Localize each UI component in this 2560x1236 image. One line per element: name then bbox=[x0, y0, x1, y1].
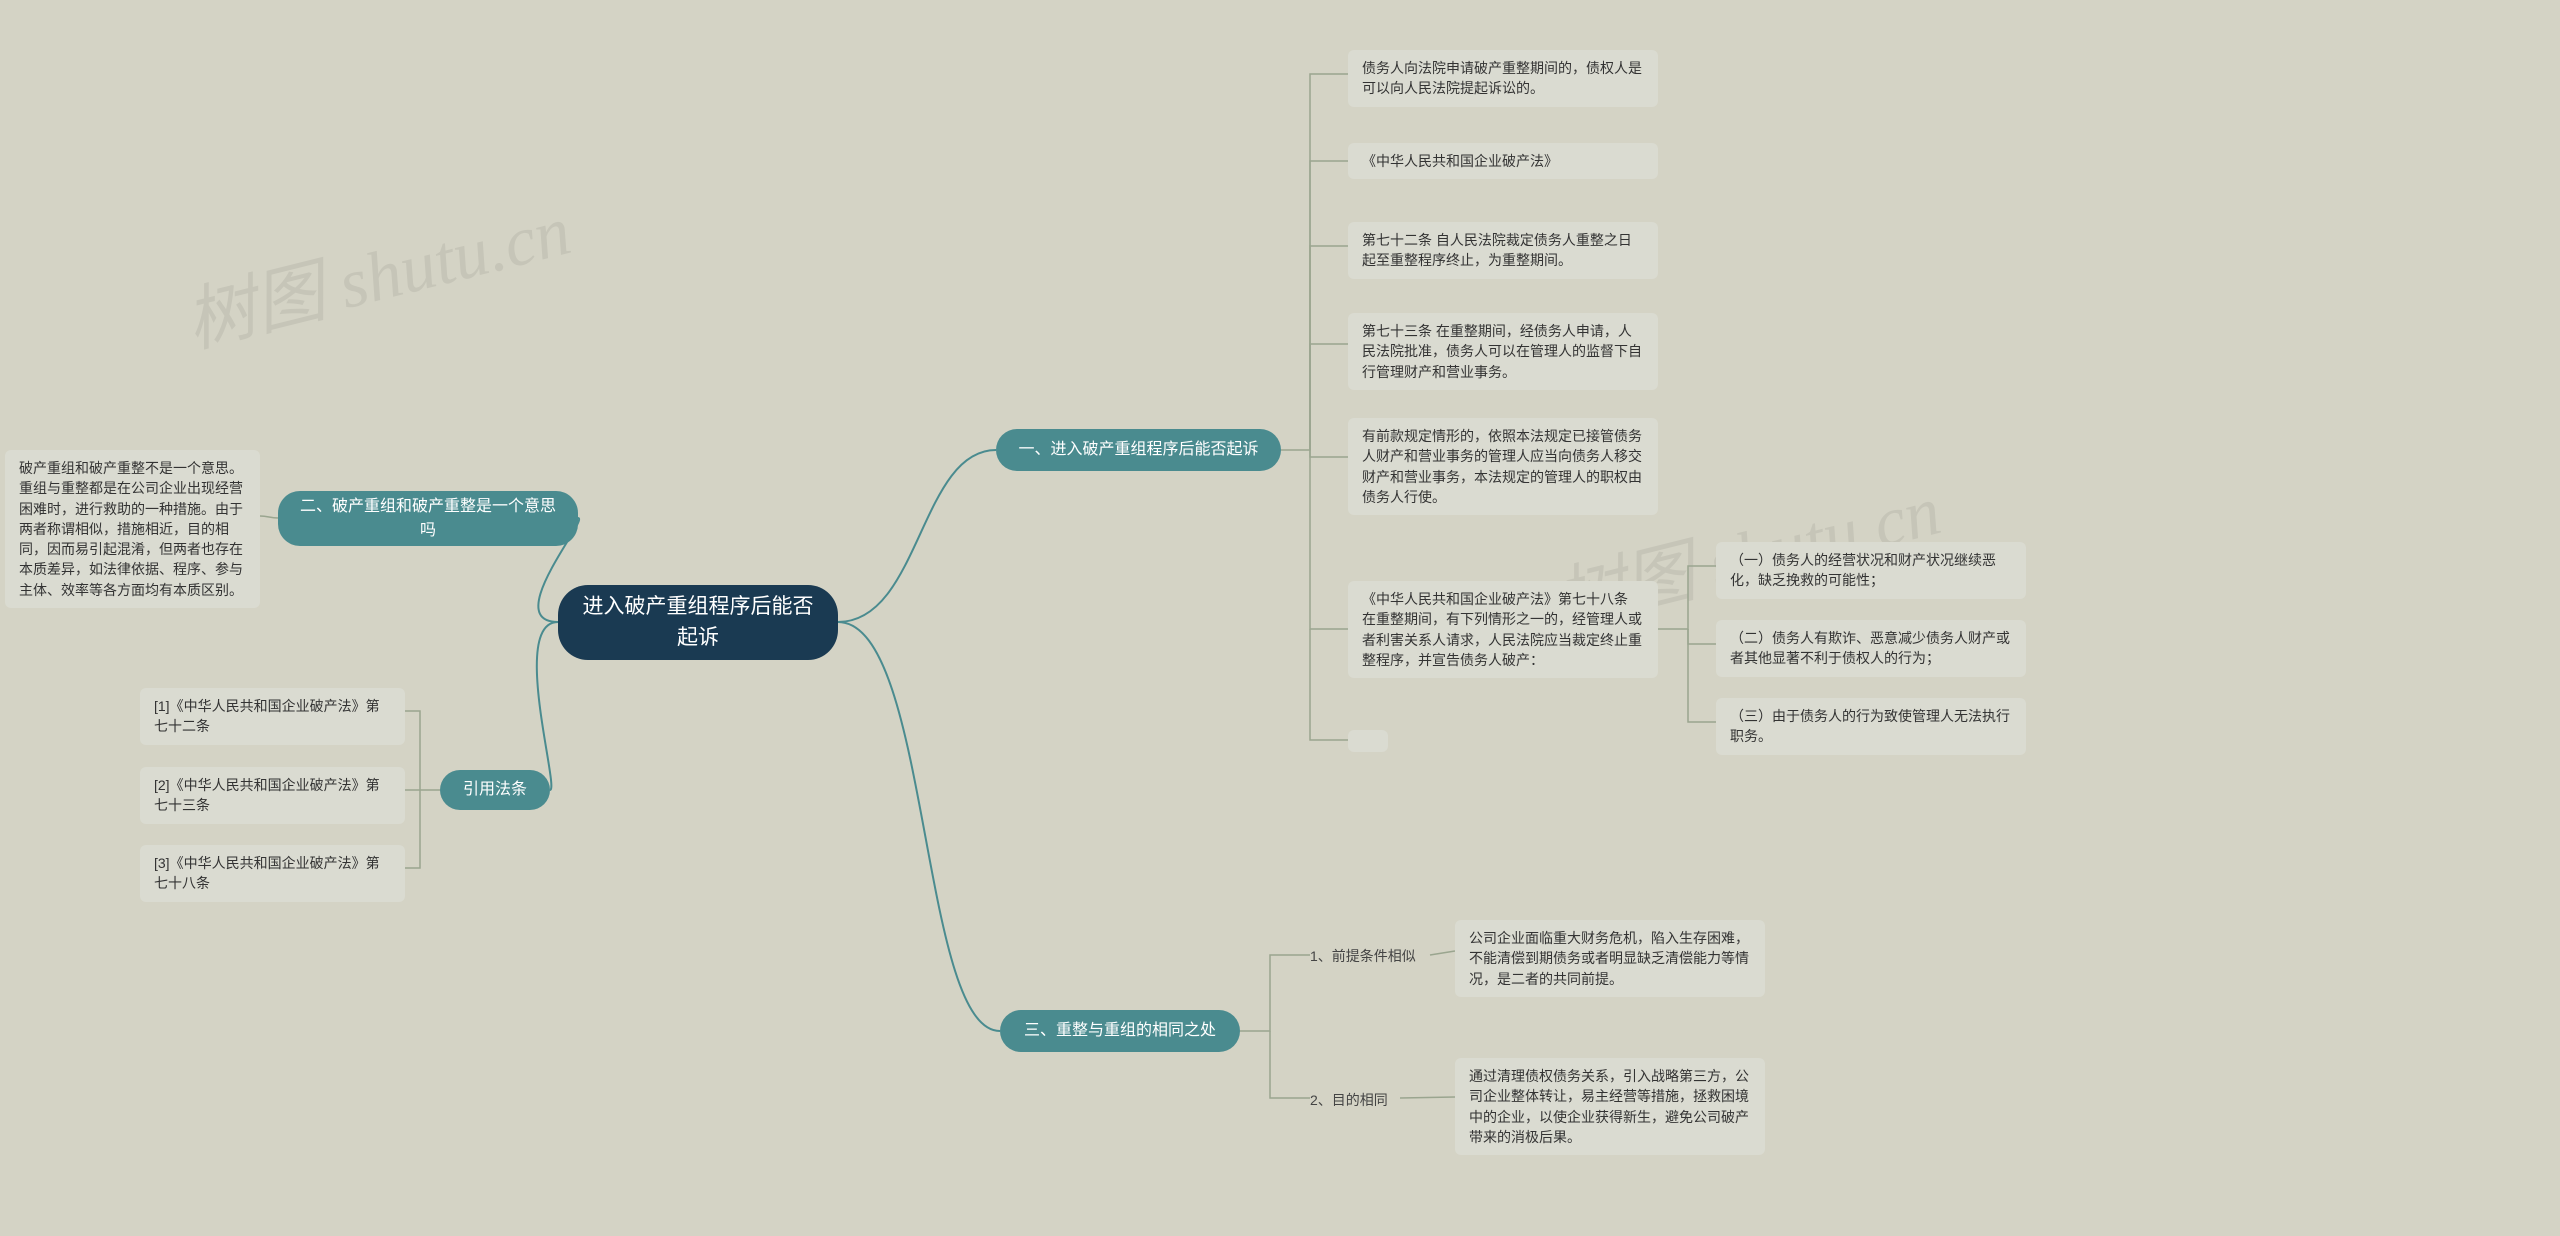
subnode-3a: 1、前提条件相似 bbox=[1310, 946, 1416, 966]
leaf-1-2: 《中华人民共和国企业破产法》 bbox=[1348, 143, 1658, 179]
leaf-1-6-text: 《中华人民共和国企业破产法》第七十八条 在重整期间，有下列情形之一的，经管理人或… bbox=[1362, 589, 1644, 670]
leaf-4-3-text: [3]《中华人民共和国企业破产法》第七十八条 bbox=[154, 853, 391, 894]
leaf-1-2-text: 《中华人民共和国企业破产法》 bbox=[1362, 151, 1558, 171]
leaf-1-6a-text: （一）债务人的经营状况和财产状况继续恶化，缺乏挽救的可能性； bbox=[1730, 550, 2012, 591]
leaf-1-4: 第七十三条 在重整期间，经债务人申请，人民法院批准，债务人可以在管理人的监督下自… bbox=[1348, 313, 1658, 390]
branch-4: 引用法条 bbox=[440, 770, 550, 810]
subnode-3b: 2、目的相同 bbox=[1310, 1090, 1388, 1110]
leaf-1-5-text: 有前款规定情形的，依照本法规定已接管债务人财产和营业事务的管理人应当向债务人移交… bbox=[1362, 426, 1644, 507]
branch-1: 一、进入破产重组程序后能否起诉 bbox=[996, 429, 1281, 471]
connectors-layer bbox=[0, 0, 2560, 1236]
leaf-1-6b: （二）债务人有欺诈、恶意减少债务人财产或者其他显著不利于债权人的行为； bbox=[1716, 620, 2026, 677]
leaf-3-1: 公司企业面临重大财务危机，陷入生存困难，不能清偿到期债务或者明显缺乏清偿能力等情… bbox=[1455, 920, 1765, 997]
leaf-1-1-text: 债务人向法院申请破产重整期间的，债权人是可以向人民法院提起诉讼的。 bbox=[1362, 58, 1644, 99]
leaf-1-3: 第七十二条 自人民法院裁定债务人重整之日起至重整程序终止，为重整期间。 bbox=[1348, 222, 1658, 279]
leaf-1-5: 有前款规定情形的，依照本法规定已接管债务人财产和营业事务的管理人应当向债务人移交… bbox=[1348, 418, 1658, 515]
leaf-1-6a: （一）债务人的经营状况和财产状况继续恶化，缺乏挽救的可能性； bbox=[1716, 542, 2026, 599]
leaf-4-1: [1]《中华人民共和国企业破产法》第七十二条 bbox=[140, 688, 405, 745]
watermark-1: 树图 shutu.cn bbox=[174, 174, 580, 367]
leaf-4-2: [2]《中华人民共和国企业破产法》第七十三条 bbox=[140, 767, 405, 824]
root-node: 进入破产重组程序后能否起诉 bbox=[558, 585, 838, 660]
leaf-1-1: 债务人向法院申请破产重整期间的，债权人是可以向人民法院提起诉讼的。 bbox=[1348, 50, 1658, 107]
leaf-2-1-text: 破产重组和破产重整不是一个意思。重组与重整都是在公司企业出现经营困难时，进行救助… bbox=[19, 458, 246, 600]
branch-2-label: 二、破产重组和破产重整是一个意思吗 bbox=[298, 495, 558, 541]
leaf-1-6c-text: （三）由于债务人的行为致使管理人无法执行职务。 bbox=[1730, 706, 2012, 747]
leaf-4-1-text: [1]《中华人民共和国企业破产法》第七十二条 bbox=[154, 696, 391, 737]
branch-2: 二、破产重组和破产重整是一个意思吗 bbox=[278, 491, 578, 546]
leaf-1-blank bbox=[1348, 730, 1388, 752]
subnode-3a-label: 1、前提条件相似 bbox=[1310, 948, 1416, 964]
leaf-1-3-text: 第七十二条 自人民法院裁定债务人重整之日起至重整程序终止，为重整期间。 bbox=[1362, 230, 1644, 271]
branch-3: 三、重整与重组的相同之处 bbox=[1000, 1010, 1240, 1052]
leaf-2-1: 破产重组和破产重整不是一个意思。重组与重整都是在公司企业出现经营困难时，进行救助… bbox=[5, 450, 260, 608]
branch-1-label: 一、进入破产重组程序后能否起诉 bbox=[1018, 438, 1258, 461]
branch-4-label: 引用法条 bbox=[463, 778, 527, 801]
branch-3-label: 三、重整与重组的相同之处 bbox=[1024, 1019, 1216, 1042]
leaf-4-3: [3]《中华人民共和国企业破产法》第七十八条 bbox=[140, 845, 405, 902]
leaf-1-6b-text: （二）债务人有欺诈、恶意减少债务人财产或者其他显著不利于债权人的行为； bbox=[1730, 628, 2012, 669]
leaf-1-4-text: 第七十三条 在重整期间，经债务人申请，人民法院批准，债务人可以在管理人的监督下自… bbox=[1362, 321, 1644, 382]
leaf-3-2: 通过清理债权债务关系，引入战略第三方，公司企业整体转让，易主经营等措施，拯救困境… bbox=[1455, 1058, 1765, 1155]
leaf-3-1-text: 公司企业面临重大财务危机，陷入生存困难，不能清偿到期债务或者明显缺乏清偿能力等情… bbox=[1469, 928, 1751, 989]
leaf-3-2-text: 通过清理债权债务关系，引入战略第三方，公司企业整体转让，易主经营等措施，拯救困境… bbox=[1469, 1066, 1751, 1147]
leaf-4-2-text: [2]《中华人民共和国企业破产法》第七十三条 bbox=[154, 775, 391, 816]
leaf-1-6c: （三）由于债务人的行为致使管理人无法执行职务。 bbox=[1716, 698, 2026, 755]
root-label: 进入破产重组程序后能否起诉 bbox=[578, 592, 818, 653]
leaf-1-6: 《中华人民共和国企业破产法》第七十八条 在重整期间，有下列情形之一的，经管理人或… bbox=[1348, 581, 1658, 678]
subnode-3b-label: 2、目的相同 bbox=[1310, 1092, 1388, 1108]
